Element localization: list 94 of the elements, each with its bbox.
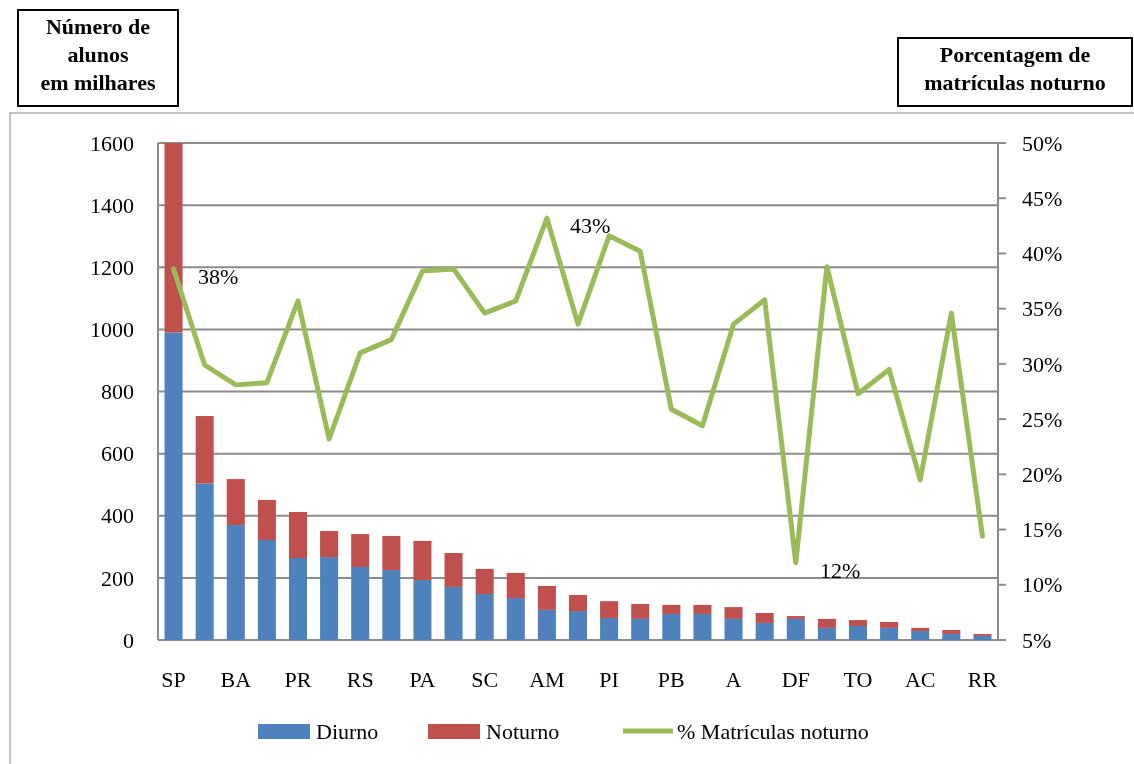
x-tick-label: PB [657, 667, 685, 692]
bar [257, 499, 276, 540]
bar [195, 416, 214, 484]
bar [973, 635, 992, 640]
annotation: 12% [820, 558, 861, 583]
bar [351, 567, 370, 640]
bar [475, 594, 494, 640]
bar [351, 534, 370, 567]
y2-tick-label: 15% [1022, 517, 1063, 543]
x-tick-label: A [725, 667, 742, 692]
bar [475, 568, 494, 595]
bar [942, 630, 961, 635]
annotation: 43% [570, 213, 611, 238]
x-tick-label: AM [529, 667, 565, 692]
bar [506, 598, 525, 640]
y-axis-title: Número de alunos em milhares [40, 14, 156, 95]
bar [413, 540, 432, 581]
bar [195, 483, 214, 640]
bar [662, 613, 681, 640]
x-tick-label: RR [967, 667, 998, 692]
bar [537, 585, 556, 610]
bar [724, 618, 743, 640]
bar [817, 618, 836, 628]
bar [848, 626, 868, 640]
bar [817, 627, 836, 640]
bar [880, 627, 899, 640]
y2-axis-title: Porcentagem de matrículas noturno [924, 42, 1106, 95]
x-tick-label: PR [284, 667, 312, 692]
bar [226, 525, 245, 640]
bar [880, 621, 899, 628]
x-tick-label: BA [220, 667, 252, 692]
bar [724, 607, 743, 619]
bar [382, 570, 401, 640]
bar [848, 620, 868, 627]
y-tick-label: 1600 [90, 130, 134, 156]
y-tick-label: 600 [101, 441, 134, 467]
bar [444, 553, 463, 587]
x-tick-label: PI [599, 667, 619, 692]
bar [911, 627, 930, 631]
y2-tick-label: 40% [1022, 241, 1063, 267]
legend-label: Diurno [316, 719, 379, 744]
bar [164, 332, 183, 640]
y2-tick-label: 35% [1022, 296, 1063, 322]
bar [444, 586, 463, 640]
y2-tick-label: 5% [1022, 627, 1052, 653]
y2-tick-label: 10% [1022, 572, 1063, 598]
y-tick-label: 800 [101, 379, 134, 405]
bar [164, 143, 183, 333]
y2-tick-label: 20% [1022, 462, 1063, 488]
bar [226, 479, 245, 526]
x-tick-label: DF [781, 667, 810, 692]
bar [755, 622, 774, 640]
bar [382, 535, 401, 571]
bar [600, 617, 619, 640]
x-tick-label: PA [409, 667, 436, 692]
bar [786, 616, 805, 619]
x-tick-label: SP [161, 667, 186, 692]
y2-tick-label: 50% [1022, 130, 1063, 156]
x-tick-label: TO [843, 667, 873, 692]
x-tick-label: SC [471, 667, 499, 692]
y-tick-label: 200 [101, 565, 134, 591]
bar [600, 601, 619, 618]
legend-label: Noturno [486, 719, 560, 744]
y-tick-label: 1400 [90, 192, 134, 218]
y2-tick-label: 30% [1022, 351, 1063, 377]
bar [537, 609, 556, 640]
y-tick-label: 1000 [90, 317, 134, 343]
bar [257, 539, 276, 640]
bar [911, 630, 930, 640]
bar [568, 594, 588, 612]
bar [942, 634, 961, 640]
bar [320, 557, 339, 640]
bar [288, 558, 308, 640]
y2-tick-label: 25% [1022, 406, 1063, 432]
y-tick-label: 400 [101, 503, 134, 529]
bar [413, 580, 432, 640]
y-tick-label: 1200 [90, 254, 134, 280]
bar [568, 611, 588, 640]
annotation: 38% [198, 264, 239, 289]
bar [662, 604, 681, 614]
bar [631, 603, 650, 619]
bar [320, 530, 339, 558]
x-tick-label: AC [904, 667, 936, 692]
legend-label: % Matrículas noturno [677, 719, 869, 744]
bar [786, 618, 805, 640]
bar [631, 618, 650, 640]
bar [693, 604, 712, 614]
bar [506, 572, 525, 599]
bar [693, 613, 712, 640]
bar [288, 512, 308, 558]
bar [755, 612, 774, 623]
y2-tick-label: 45% [1022, 185, 1063, 211]
x-tick-label: RS [346, 667, 374, 692]
y-tick-label: 0 [123, 627, 134, 653]
